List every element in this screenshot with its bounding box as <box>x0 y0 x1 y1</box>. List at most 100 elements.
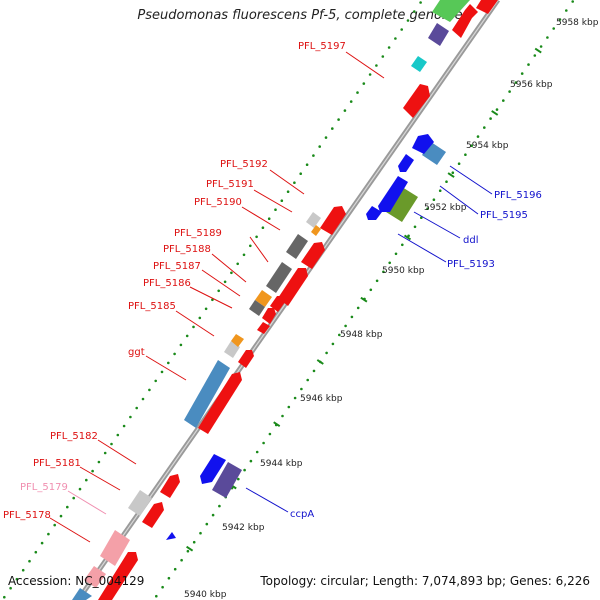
major-tick <box>447 172 455 178</box>
gene-label[interactable]: PFL_5181 <box>33 458 81 469</box>
tick-dot <box>312 154 315 157</box>
tick-dot <box>192 325 195 329</box>
tick-dot <box>368 73 372 76</box>
kbp-label: 5958 kbp <box>556 18 599 28</box>
tick-dot <box>514 81 518 84</box>
major-tick <box>316 359 324 365</box>
tick-dot <box>407 234 410 238</box>
gene-label[interactable]: PFL_5185 <box>128 301 176 312</box>
tick-dot <box>230 271 233 275</box>
tick-dot <box>312 369 316 373</box>
forward-gene <box>320 206 346 235</box>
tick-dot <box>129 415 132 419</box>
reverse-gene <box>398 154 414 172</box>
tick-dot <box>154 379 157 383</box>
major-tick <box>186 545 194 552</box>
right-gene-labels: PFL_5196 PFL_5195 ddl PFL_5193 ccpA <box>290 190 542 520</box>
cog-block <box>428 23 449 46</box>
tick-dot <box>211 513 215 517</box>
tick-dot <box>552 27 555 30</box>
tick-dot <box>338 333 341 337</box>
gene-label[interactable]: PFL_5190 <box>194 197 242 208</box>
tick-dot <box>362 82 366 85</box>
gene-label[interactable]: PFL_5197 <box>298 41 346 52</box>
tick-dot <box>237 477 240 481</box>
forward-gene <box>278 268 308 306</box>
tick-dot <box>451 171 455 174</box>
gene-label[interactable]: PFL_5186 <box>143 278 191 289</box>
cog-block <box>311 225 321 236</box>
major-tick <box>491 110 499 116</box>
gene-label[interactable]: PFL_5196 <box>494 190 542 201</box>
forward-gene <box>238 350 254 368</box>
kbp-label: 5956 kbp <box>510 80 553 90</box>
gene-label[interactable]: ddl <box>463 235 478 246</box>
gene-label[interactable]: PFL_5193 <box>447 259 495 270</box>
cog-block <box>249 300 265 316</box>
reverse-gene <box>166 532 176 540</box>
tick-dot <box>381 55 385 58</box>
tick-dot <box>406 19 410 22</box>
tick-dot <box>375 64 378 67</box>
tick-dot <box>141 397 145 401</box>
gene-label[interactable]: PFL_5179 <box>20 482 68 493</box>
tick-dot <box>565 9 568 12</box>
gene-label[interactable]: PFL_5192 <box>220 159 268 170</box>
tick-dot <box>457 162 461 165</box>
cog-block <box>84 566 106 588</box>
gene-label[interactable]: PFL_5187 <box>153 261 201 272</box>
tick-dot <box>148 388 151 392</box>
tick-dot <box>344 324 347 328</box>
tick-dot <box>388 261 392 265</box>
gene-label[interactable]: ccpA <box>290 509 314 520</box>
gene-label[interactable]: ggt <box>128 347 145 358</box>
reverse-gene <box>200 454 226 484</box>
tick-dot <box>426 207 429 210</box>
gene-label[interactable]: PFL_5191 <box>206 179 254 190</box>
reverse-gene-track <box>166 134 434 540</box>
tick-dot <box>394 37 397 40</box>
reverse-gene <box>378 176 408 212</box>
gene-label[interactable]: PFL_5189 <box>174 228 222 239</box>
forward-gene <box>476 0 498 14</box>
tick-dot <box>236 262 239 266</box>
cog-block <box>411 56 427 72</box>
tick-dot <box>356 306 360 310</box>
tick-dot <box>400 28 404 31</box>
tick-dot <box>445 180 448 183</box>
tick-dot <box>34 550 38 554</box>
forward-gene <box>198 372 242 434</box>
forward-gene <box>160 474 180 498</box>
tick-dot <box>173 567 177 571</box>
left-gene-labels: PFL_5197 PFL_5192 PFL_5191 PFL_5190 PFL_… <box>3 41 346 521</box>
cog-block <box>255 290 272 307</box>
tick-dot <box>470 144 474 147</box>
tick-dot <box>495 108 499 111</box>
tick-dot <box>9 586 12 590</box>
tick-track <box>3 0 574 599</box>
tick-dot <box>331 127 334 130</box>
kbp-label: 5942 kbp <box>222 523 265 533</box>
tick-dot <box>299 172 303 175</box>
tick-dot <box>78 487 82 491</box>
tick-dot <box>72 496 75 500</box>
kbp-label: 5944 kbp <box>260 459 303 469</box>
gene-label[interactable]: PFL_5195 <box>480 210 528 221</box>
tick-dot <box>97 460 101 464</box>
gene-label[interactable]: PFL_5182 <box>50 431 98 442</box>
tick-dot <box>192 540 196 544</box>
tick-dot <box>268 432 272 436</box>
major-tick <box>534 47 542 54</box>
tick-dot <box>261 226 265 229</box>
major-tick <box>360 296 368 303</box>
gene-label[interactable]: PFL_5188 <box>163 244 211 255</box>
tick-dot <box>546 36 549 39</box>
tick-dot <box>179 343 183 347</box>
accession-text: Accession: NC_004129 <box>8 574 145 588</box>
cog-block <box>306 212 321 228</box>
major-tick <box>273 421 281 428</box>
gene-label[interactable]: PFL_5178 <box>3 510 51 521</box>
tick-dot <box>59 514 63 518</box>
tick-dot <box>217 289 220 293</box>
leader-lines <box>49 51 493 543</box>
